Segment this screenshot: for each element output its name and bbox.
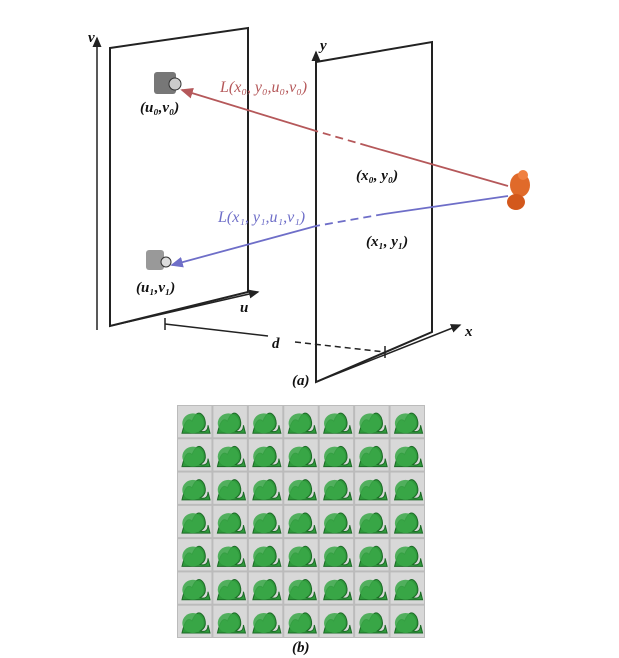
dragon (182, 546, 203, 566)
dragon (182, 413, 203, 433)
object (507, 170, 530, 210)
dragon (324, 613, 345, 633)
dragon (182, 613, 203, 633)
dragon (218, 580, 239, 600)
dragon (359, 413, 380, 433)
d-line (295, 342, 385, 352)
axis-label: x (464, 324, 473, 340)
ray-blue (172, 226, 316, 265)
ray-blue-hidden (316, 214, 384, 226)
dragon (324, 580, 345, 600)
dragon (324, 480, 345, 500)
dragon (324, 447, 345, 467)
caption: (a) (292, 373, 310, 389)
dragon (395, 546, 416, 566)
dragon (359, 480, 380, 500)
dragon (289, 413, 310, 433)
dragon (253, 613, 274, 633)
dragon (218, 513, 239, 533)
dragon (395, 613, 416, 633)
point-label: (x₁, y₁) (366, 234, 408, 250)
dragon (289, 613, 310, 633)
dragon (253, 480, 274, 500)
xy-plane (316, 42, 432, 382)
ray-label: L(x₀, y₀,u₀,v₀) (219, 79, 307, 96)
dragon (182, 580, 203, 600)
axis-label: u (240, 300, 248, 316)
ray-red-hidden (316, 131, 368, 146)
light-field-views (178, 406, 424, 637)
dragon (324, 546, 345, 566)
dragon (324, 413, 345, 433)
dragon (182, 447, 203, 467)
dragon (359, 447, 380, 467)
x-axis (316, 325, 460, 382)
dragon (395, 580, 416, 600)
ray-blue (384, 196, 508, 214)
dragon (253, 546, 274, 566)
dragon (182, 513, 203, 533)
dragon (253, 447, 274, 467)
ray-label: L(x₁, y₁,u₁,v₁) (217, 209, 305, 226)
caption: (b) (292, 640, 310, 656)
axis-label: v (88, 30, 95, 46)
dragon (218, 546, 239, 566)
dragon (359, 580, 380, 600)
dragon (289, 580, 310, 600)
uv-plane (110, 28, 248, 326)
d-line (165, 324, 268, 336)
dragon (359, 546, 380, 566)
dragon (289, 447, 310, 467)
dragon (395, 513, 416, 533)
dragon (395, 413, 416, 433)
camera (154, 72, 181, 94)
dragon (218, 447, 239, 467)
axis-label: d (272, 336, 280, 352)
dragon (253, 580, 274, 600)
dragon (395, 447, 416, 467)
dragon (289, 480, 310, 500)
camera (146, 250, 171, 270)
point-label: (x₀, y₀) (356, 168, 398, 184)
point-label: (u₀,v₀) (140, 100, 179, 116)
dragon (253, 413, 274, 433)
dragon (182, 480, 203, 500)
dragon (218, 413, 239, 433)
axis-label: y (318, 38, 327, 54)
dragon (395, 480, 416, 500)
dragon (324, 513, 345, 533)
dragon (218, 480, 239, 500)
point-label: (u₁,v₁) (136, 280, 175, 296)
dragon (289, 546, 310, 566)
dragon (359, 513, 380, 533)
dragon (253, 513, 274, 533)
figure: v u y x d (u₀,v₀) (u₁,v₁) (x₀, y₀) (x₁, … (0, 0, 619, 658)
dragon (289, 513, 310, 533)
dragon (359, 613, 380, 633)
dragon (218, 613, 239, 633)
u-axis (110, 292, 258, 326)
